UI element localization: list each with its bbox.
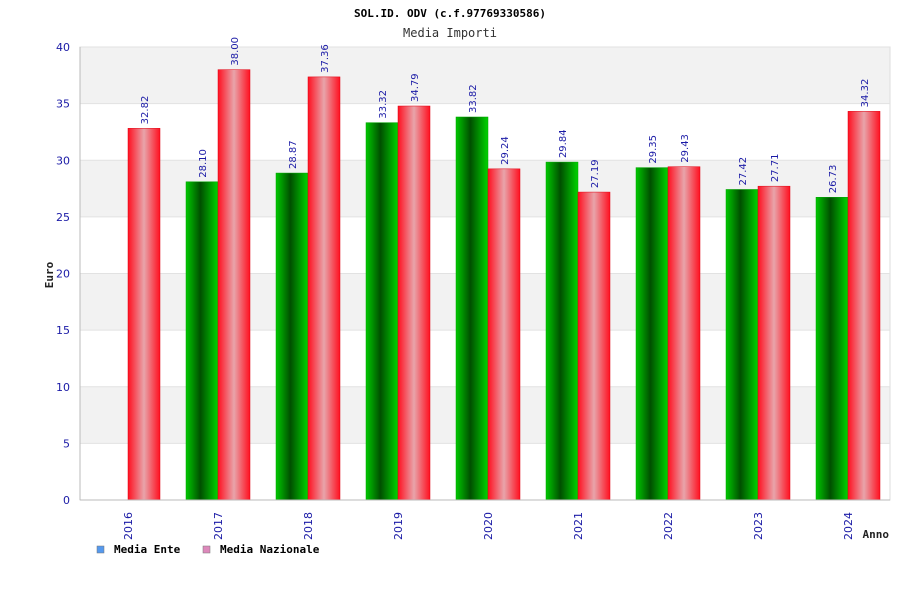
bar-media-ente <box>635 167 669 501</box>
chart-subtitle: Media Importi <box>403 26 497 40</box>
y-tick-label: 40 <box>56 41 70 54</box>
bar-value-label: 28.87 <box>288 140 299 169</box>
bar-media-ente <box>365 122 399 501</box>
x-axis-label: Anno <box>863 528 890 541</box>
bar-media-ente <box>545 161 579 501</box>
bar-media-nazionale <box>397 105 431 501</box>
y-tick-label: 0 <box>63 494 70 507</box>
chart-title: SOL.ID. ODV (c.f.97769330586) <box>354 7 546 20</box>
x-tick-label: 2018 <box>302 512 315 540</box>
x-tick-label: 2019 <box>392 512 405 540</box>
x-tick-label: 2023 <box>752 512 765 540</box>
legend-swatch-nazionale <box>202 545 211 554</box>
bar-media-ente <box>455 116 489 501</box>
bar-value-label: 29.35 <box>648 135 659 164</box>
bar-media-nazionale <box>487 168 521 501</box>
bar-value-label: 28.10 <box>198 149 209 178</box>
bar-media-nazionale <box>667 166 701 501</box>
grid-band <box>80 47 890 104</box>
bar-media-ente <box>815 197 849 501</box>
bar-value-label: 27.71 <box>770 154 781 183</box>
x-tick-label: 2016 <box>122 512 135 540</box>
y-tick-label: 20 <box>56 268 70 281</box>
legend-label-ente: Media Ente <box>114 543 181 556</box>
bar-media-ente <box>275 172 309 501</box>
bar-value-label: 34.79 <box>410 73 421 102</box>
y-tick-label: 35 <box>56 98 70 111</box>
bar-media-nazionale <box>847 111 881 501</box>
x-tick-label: 2020 <box>482 512 495 540</box>
bar-value-label: 33.32 <box>378 90 389 119</box>
y-axis-label: Euro <box>43 261 56 288</box>
y-tick-label: 15 <box>56 324 70 337</box>
y-tick-label: 10 <box>56 381 70 394</box>
bar-media-nazionale <box>307 76 341 501</box>
bar-value-label: 33.82 <box>468 84 479 113</box>
legend-swatch-ente <box>96 545 105 554</box>
x-tick-label: 2017 <box>212 512 225 540</box>
bar-value-label: 27.19 <box>590 159 601 188</box>
y-tick-label: 30 <box>56 154 70 167</box>
value-labels: 32.82 28.10 38.00 28.87 37.36 33.32 34.79 33.82… <box>140 37 871 193</box>
x-tick-label: 2021 <box>572 512 585 540</box>
y-tick-label: 25 <box>56 211 70 224</box>
bar-media-nazionale <box>127 128 161 501</box>
bar-value-label: 26.73 <box>828 165 839 194</box>
bar-value-label: 29.43 <box>680 134 691 163</box>
bar-media-ente <box>725 189 759 501</box>
bar-value-label: 29.24 <box>500 136 511 165</box>
y-axis-ticks: 0 5 10 15 20 25 30 35 40 <box>56 41 70 507</box>
x-tick-label: 2024 <box>842 512 855 540</box>
bar-value-label: 38.00 <box>230 37 241 66</box>
legend-label-nazionale: Media Nazionale <box>220 543 320 556</box>
y-tick-label: 5 <box>63 437 70 450</box>
x-axis-ticks: 2016 2017 2018 2019 2020 2021 2022 2023 2024 <box>122 512 855 540</box>
bar-media-nazionale <box>217 69 251 501</box>
bar-value-label: 29.84 <box>558 129 569 158</box>
bar-value-label: 34.32 <box>860 79 871 108</box>
bar-value-label: 37.36 <box>320 44 331 73</box>
bar-media-nazionale <box>577 191 611 501</box>
x-tick-label: 2022 <box>662 512 675 540</box>
bar-value-label: 27.42 <box>738 157 749 186</box>
bar-media-ente <box>185 181 219 501</box>
legend: Media Ente Media Nazionale <box>96 543 320 556</box>
bar-value-label: 32.82 <box>140 96 151 125</box>
bar-media-nazionale <box>757 185 791 501</box>
bars <box>127 69 881 501</box>
